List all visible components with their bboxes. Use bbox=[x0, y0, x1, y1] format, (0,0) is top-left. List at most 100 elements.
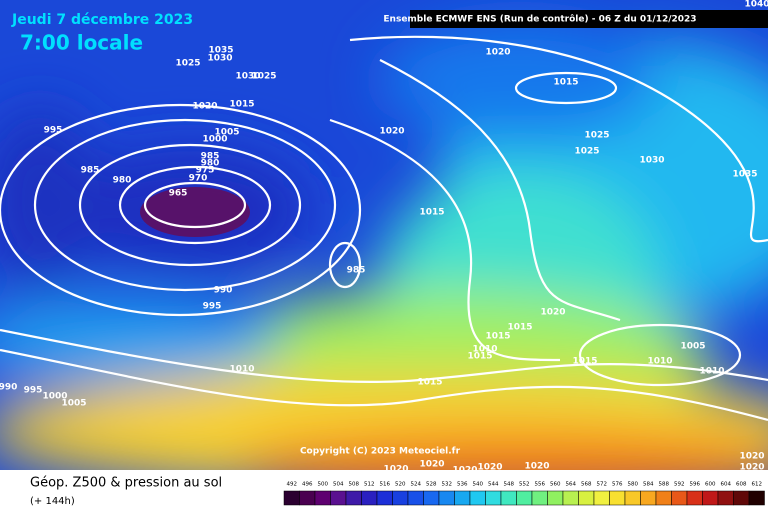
color-swatch bbox=[733, 490, 750, 506]
isobar-label: 1015 bbox=[507, 323, 532, 333]
isobar-label: 1015 bbox=[417, 378, 442, 388]
scale-label: 512 bbox=[364, 482, 375, 488]
scale-label: 524 bbox=[411, 482, 422, 488]
isobar-label: 990 bbox=[0, 383, 17, 393]
color-swatch bbox=[624, 490, 641, 506]
color-swatch bbox=[686, 490, 703, 506]
isobar-label: 980 bbox=[113, 176, 132, 186]
scale-label: 556 bbox=[535, 482, 546, 488]
scale-label: 560 bbox=[550, 482, 561, 488]
scale-label: 580 bbox=[628, 482, 639, 488]
isobar-label: 990 bbox=[214, 286, 233, 296]
isobar-label: 1020 bbox=[419, 460, 444, 470]
isobar-label: 985 bbox=[347, 266, 366, 276]
color-swatch bbox=[438, 490, 455, 506]
scale-label: 576 bbox=[612, 482, 623, 488]
isobar-label: 1000 bbox=[42, 392, 67, 402]
isobar-label: 980 bbox=[201, 159, 220, 169]
isobar-label: 1020 bbox=[524, 462, 549, 472]
scale-label: 612 bbox=[752, 482, 763, 488]
isobar-label: 1035 bbox=[732, 170, 757, 180]
legend-title: Géop. Z500 & pression au sol bbox=[30, 476, 222, 491]
scale-label: 596 bbox=[690, 482, 701, 488]
color-swatch bbox=[469, 490, 486, 506]
color-swatch bbox=[531, 490, 548, 506]
isobar-label: 1030 bbox=[207, 54, 232, 64]
isobar-label: 1035 bbox=[208, 46, 233, 56]
isobar-label: 1010 bbox=[699, 367, 724, 377]
scale-label: 564 bbox=[566, 482, 577, 488]
color-swatch bbox=[454, 490, 471, 506]
scale-label: 548 bbox=[504, 482, 515, 488]
scale-label: 504 bbox=[333, 482, 344, 488]
scale-label: 516 bbox=[380, 482, 391, 488]
color-swatch bbox=[748, 490, 765, 506]
isobars bbox=[0, 35, 768, 422]
copyright: Copyright (C) 2023 Meteociel.fr bbox=[300, 447, 461, 457]
isobar-label: 1005 bbox=[680, 342, 705, 352]
isobar-label: 1015 bbox=[572, 357, 597, 367]
color-swatch bbox=[376, 490, 393, 506]
color-swatch bbox=[593, 490, 610, 506]
color-swatch bbox=[516, 490, 533, 506]
isobar-label: 1020 bbox=[383, 465, 408, 475]
color-swatch bbox=[361, 490, 378, 506]
color-swatch bbox=[578, 490, 595, 506]
color-swatch bbox=[500, 490, 517, 506]
isobar-label: 985 bbox=[81, 166, 100, 176]
color-swatch bbox=[547, 490, 564, 506]
isobar-label: 965 bbox=[169, 189, 188, 199]
scale-label: 532 bbox=[442, 482, 453, 488]
isobar-label: 995 bbox=[24, 386, 43, 396]
date: Jeudi 7 décembre 2023 bbox=[11, 12, 193, 28]
isobar-label: 1010 bbox=[647, 357, 672, 367]
color-swatch bbox=[423, 490, 440, 506]
color-swatch bbox=[407, 490, 424, 506]
isobar-label: 1010 bbox=[229, 365, 254, 375]
scale-label: 500 bbox=[318, 482, 329, 488]
color-swatch bbox=[299, 490, 316, 506]
run-box bbox=[410, 10, 768, 28]
scale-label: 540 bbox=[473, 482, 484, 488]
isobar-label: 1015 bbox=[467, 352, 492, 362]
scale-label: 604 bbox=[721, 482, 732, 488]
color-swatch bbox=[640, 490, 657, 506]
isobar-label: 1025 bbox=[251, 72, 276, 82]
color-swatch bbox=[314, 490, 331, 506]
color-swatch bbox=[562, 490, 579, 506]
isobar-label: 1005 bbox=[214, 128, 239, 138]
local-time: 7:00 locale bbox=[20, 31, 143, 55]
scale-label: 552 bbox=[519, 482, 530, 488]
scale-label: 608 bbox=[736, 482, 747, 488]
isobar-label: 1020 bbox=[739, 463, 764, 473]
scale-label: 588 bbox=[659, 482, 670, 488]
isobar-label: 985 bbox=[201, 152, 220, 162]
isobar-label: 1030 bbox=[639, 156, 664, 166]
scale-label: 536 bbox=[457, 482, 468, 488]
color-swatch bbox=[330, 490, 347, 506]
isobar-label: 970 bbox=[189, 174, 208, 184]
isobar-label: 1020 bbox=[485, 48, 510, 58]
scale-label: 528 bbox=[426, 482, 437, 488]
isobar-label: 975 bbox=[196, 166, 215, 176]
scale-label: 592 bbox=[674, 482, 685, 488]
color-swatch bbox=[283, 490, 300, 506]
isobar-label: 1015 bbox=[229, 100, 254, 110]
isobar-label: 1015 bbox=[485, 332, 510, 342]
scale-label: 508 bbox=[349, 482, 360, 488]
isobar-label: 995 bbox=[44, 126, 63, 136]
run-info: Ensemble ECMWF ENS (Run de contrôle) - 0… bbox=[383, 14, 696, 25]
isobar-label: 1020 bbox=[192, 102, 217, 112]
scale-label: 584 bbox=[643, 482, 654, 488]
isobar-label: 1025 bbox=[175, 59, 200, 69]
color-swatch bbox=[345, 490, 362, 506]
isobar-label: 1010 bbox=[472, 345, 497, 355]
scale-label: 520 bbox=[395, 482, 406, 488]
color-swatch bbox=[609, 490, 626, 506]
isobar-label: 1025 bbox=[574, 147, 599, 157]
isobar-label: 1025 bbox=[584, 131, 609, 141]
color-swatch bbox=[485, 490, 502, 506]
isobar-label: 1030 bbox=[235, 72, 260, 82]
isobar-label: 1000 bbox=[202, 135, 227, 145]
